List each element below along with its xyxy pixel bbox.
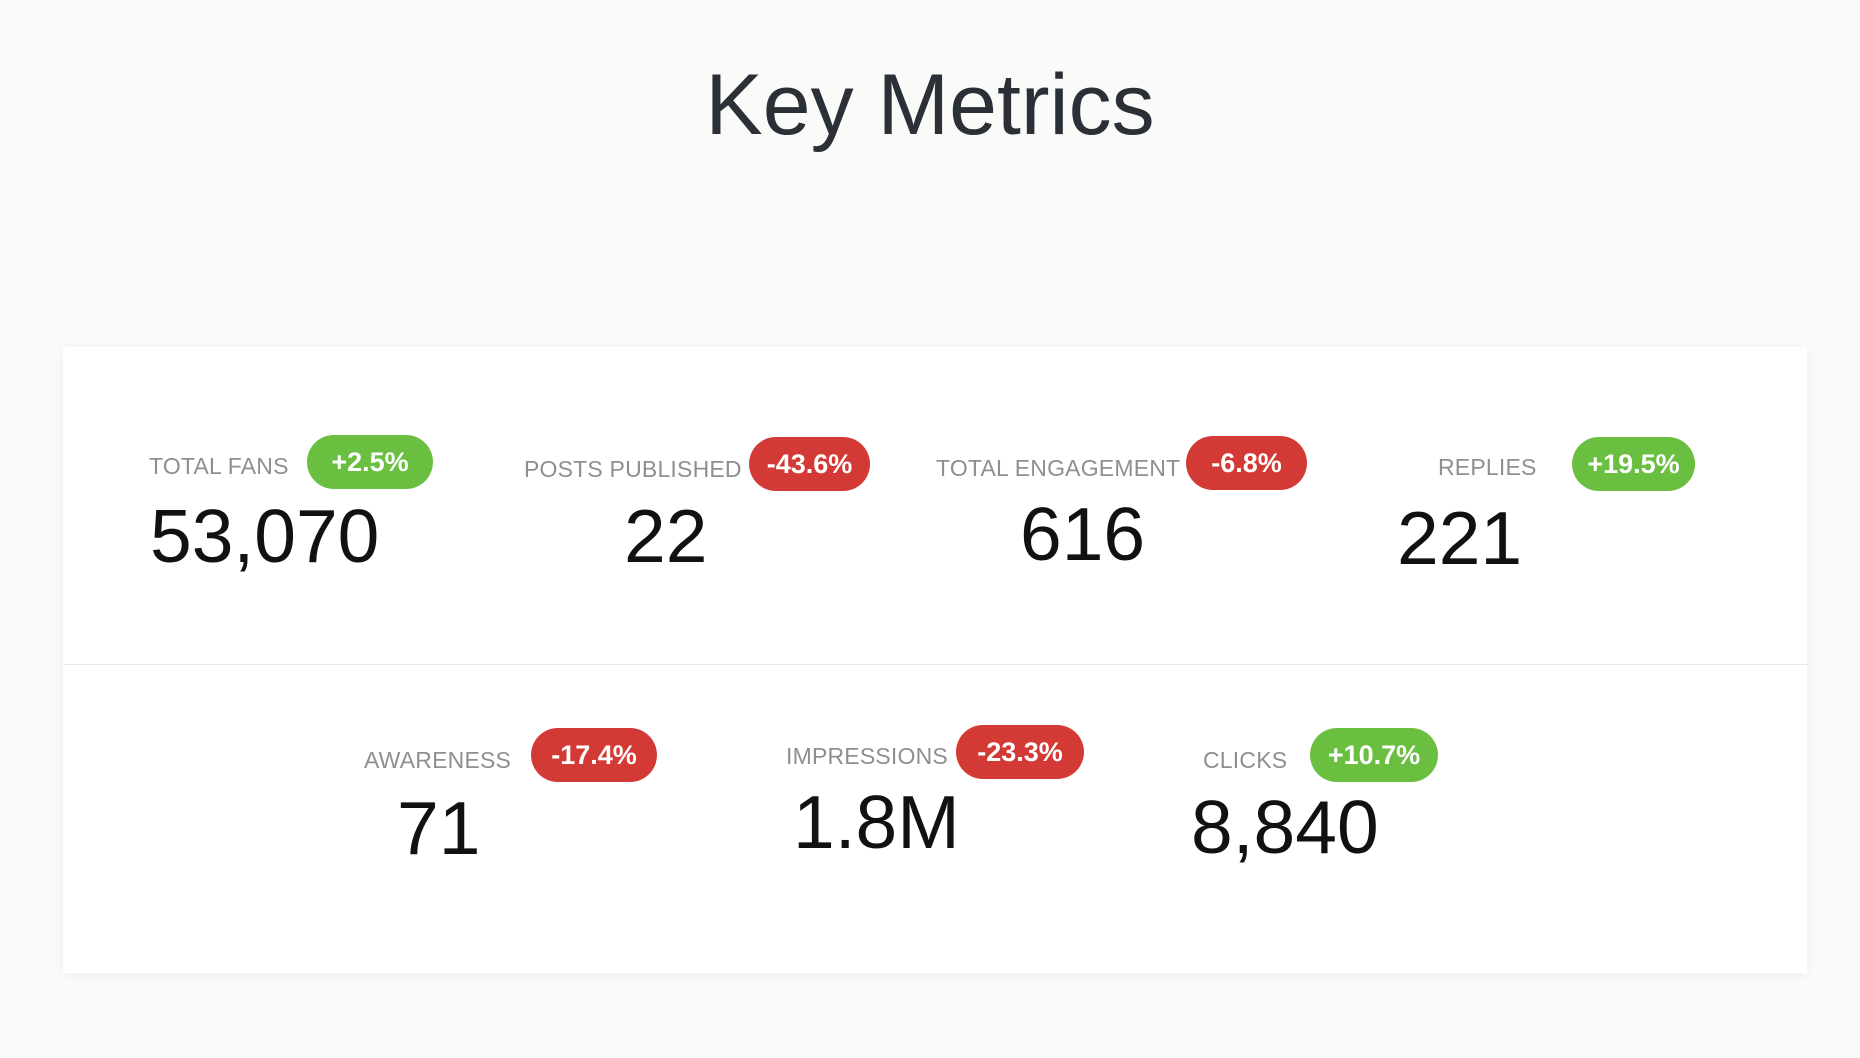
metric-value: 221 bbox=[1397, 496, 1523, 580]
metric-label: TOTAL ENGAGEMENT bbox=[936, 455, 1181, 481]
metric-label: CLICKS bbox=[1203, 747, 1288, 773]
metric-label: REPLIES bbox=[1438, 454, 1537, 480]
change-badge: +2.5% bbox=[307, 435, 433, 489]
metric-value: 22 bbox=[624, 494, 708, 578]
metric-value: 8,840 bbox=[1191, 785, 1379, 869]
metric-value: 71 bbox=[397, 786, 481, 870]
change-badge: -23.3% bbox=[956, 725, 1084, 779]
change-badge: -17.4% bbox=[531, 728, 657, 782]
change-badge: +10.7% bbox=[1310, 728, 1438, 782]
page-title: Key Metrics bbox=[705, 57, 1155, 153]
metric-label: IMPRESSIONS bbox=[786, 743, 948, 769]
metric-label: TOTAL FANS bbox=[149, 453, 289, 479]
metric-value: 616 bbox=[1020, 492, 1146, 576]
change-badge: -43.6% bbox=[749, 437, 870, 491]
metric-value: 53,070 bbox=[150, 494, 380, 578]
row-divider bbox=[63, 664, 1807, 665]
change-badge: +19.5% bbox=[1572, 437, 1695, 491]
metric-label: AWARENESS bbox=[364, 747, 512, 773]
metric-label: POSTS PUBLISHED bbox=[524, 456, 742, 482]
metrics-card: TOTAL FANS +2.5% 53,070 POSTS PUBLISHED … bbox=[63, 347, 1807, 973]
change-badge: -6.8% bbox=[1186, 436, 1307, 490]
metric-value: 1.8M bbox=[793, 780, 960, 864]
